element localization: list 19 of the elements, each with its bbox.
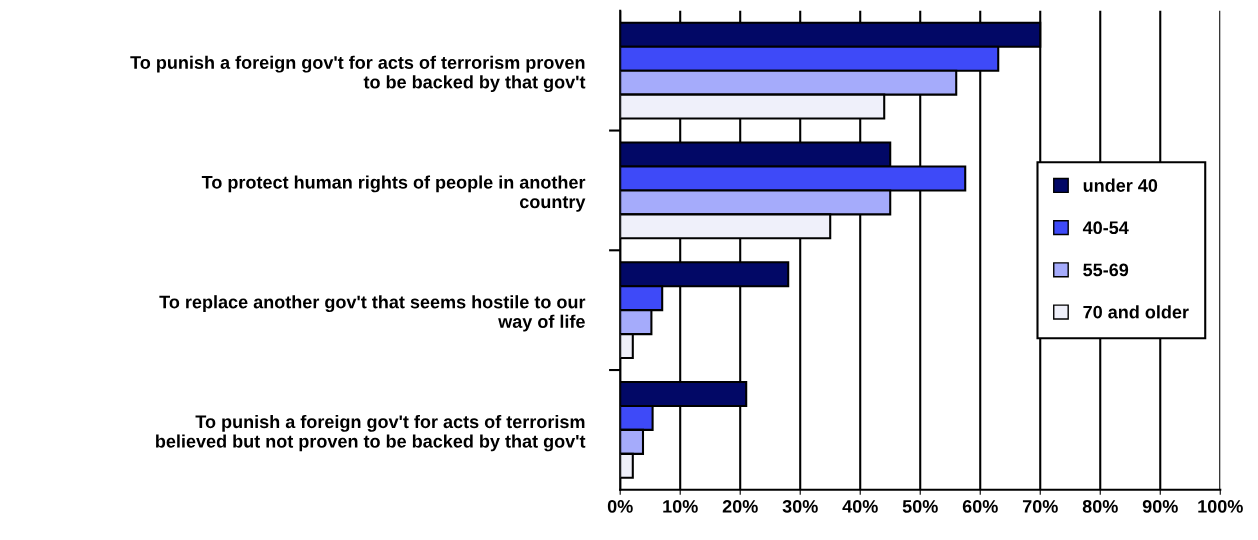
legend-label: under 40: [1083, 178, 1158, 192]
x-tick-label: 50%: [902, 499, 938, 513]
x-tick-label: 40%: [842, 499, 878, 513]
legend-label: 55-69: [1083, 263, 1129, 277]
x-tick-label: 100%: [1198, 499, 1243, 513]
y-tick-label: To protect human rights of people in another country: [201, 175, 586, 212]
y-tick-label: To replace another gov't that seems hostile to our way of life: [159, 295, 586, 332]
x-tick-label: 20%: [722, 499, 758, 513]
legend-label: 70 and older: [1083, 305, 1189, 319]
y-tick-label: To punish a foreign gov't for acts of terrorism believed but not proven to be backed by that gov't: [156, 414, 586, 452]
x-tick-label: 10%: [663, 499, 698, 513]
x-tick-label: 90%: [1142, 499, 1178, 513]
x-tick-label: 70%: [1022, 499, 1058, 513]
y-tick-label: To punish a foreign gov't for acts of terrorism proven to be backed by that gov't: [130, 55, 586, 93]
x-tick-label: 30%: [782, 499, 818, 513]
x-tick-label: 0%: [607, 499, 633, 513]
x-tick-label: 60%: [962, 499, 998, 513]
legend-label: 40-54: [1082, 221, 1129, 235]
x-tick-label: 80%: [1082, 499, 1118, 513]
